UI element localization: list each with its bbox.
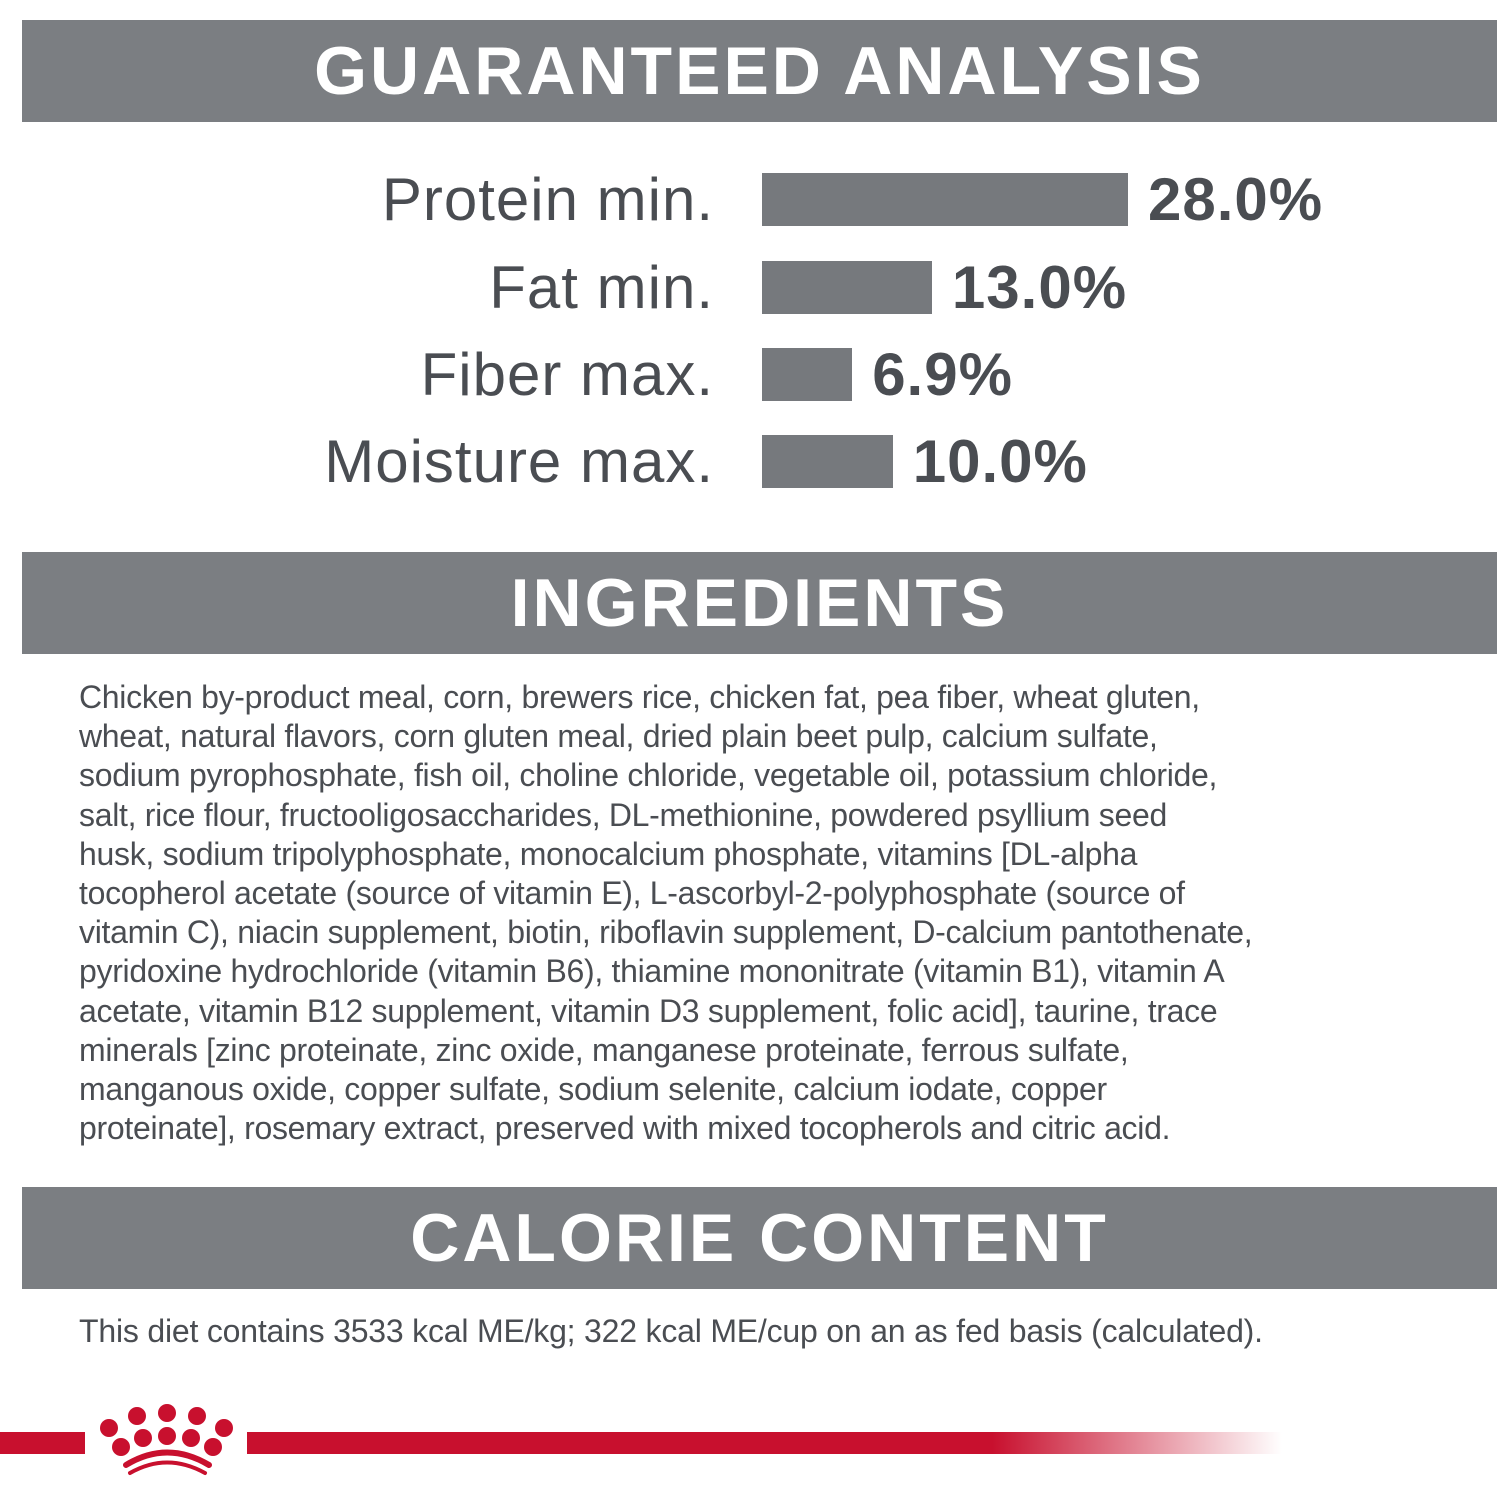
analysis-row-protein: Protein min. 28.0% (0, 166, 1500, 233)
ingredients-line: husk, sodium tripolyphosphate, monocalci… (79, 835, 1138, 872)
ingredients-line: wheat, natural flavors, corn gluten meal… (79, 718, 1158, 755)
red-stripe-right (247, 1432, 1282, 1454)
analysis-value: 10.0% (912, 428, 1088, 495)
guaranteed-analysis-header: GUARANTEED ANALYSIS (22, 20, 1497, 122)
analysis-label: Protein min. (381, 166, 714, 233)
brand-footer (0, 1404, 1282, 1475)
analysis-row-moisture: Moisture max. 10.0% (0, 428, 1500, 495)
crown-icon (100, 1404, 233, 1475)
ingredients-line: vitamin C), niacin supplement, biotin, r… (79, 914, 1253, 951)
calorie-content-header: CALORIE CONTENT (22, 1187, 1497, 1289)
analysis-value: 13.0% (951, 254, 1128, 321)
analysis-bar (762, 261, 932, 314)
analysis-bar (762, 173, 1128, 226)
ingredients-line: minerals [zinc proteinate, zinc oxide, m… (79, 1031, 1129, 1068)
ingredients-line: pyridoxine hydrochloride (vitamin B6), t… (79, 953, 1225, 990)
ingredients-text: Chicken by-product meal, corn, brewers r… (79, 678, 1253, 1148)
section-title: CALORIE CONTENT (410, 1200, 1109, 1276)
ingredients-line: manganous oxide, copper sulfate, sodium … (79, 1071, 1107, 1108)
ingredients-line: salt, rice flour, fructooligosaccharides… (79, 796, 1167, 833)
analysis-value: 6.9% (872, 341, 1013, 408)
analysis-label: Fiber max. (420, 341, 714, 408)
analysis-label: Fat min. (489, 254, 714, 321)
section-title: GUARANTEED ANALYSIS (314, 33, 1205, 109)
calorie-text: This diet contains 3533 kcal ME/kg; 322 … (79, 1313, 1263, 1349)
section-title: INGREDIENTS (510, 565, 1009, 641)
analysis-row-fiber: Fiber max. 6.9% (0, 341, 1500, 408)
ingredients-line: Chicken by-product meal, corn, brewers r… (79, 679, 1200, 715)
analysis-value: 28.0% (1148, 166, 1324, 233)
ingredients-header: INGREDIENTS (22, 552, 1497, 654)
analysis-bar (762, 348, 853, 401)
ingredients-line: sodium pyrophosphate, fish oil, choline … (79, 757, 1218, 794)
ingredients-line: acetate, vitamin B12 supplement, vitamin… (79, 992, 1218, 1029)
ingredients-line: tocopherol acetate (source of vitamin E)… (79, 875, 1185, 912)
red-stripe-left (0, 1432, 85, 1454)
analysis-bar (762, 435, 893, 488)
analysis-label: Moisture max. (324, 428, 714, 495)
ingredients-line: proteinate], rosemary extract, preserved… (79, 1110, 1171, 1147)
analysis-row-fat: Fat min. 13.0% (0, 254, 1500, 321)
